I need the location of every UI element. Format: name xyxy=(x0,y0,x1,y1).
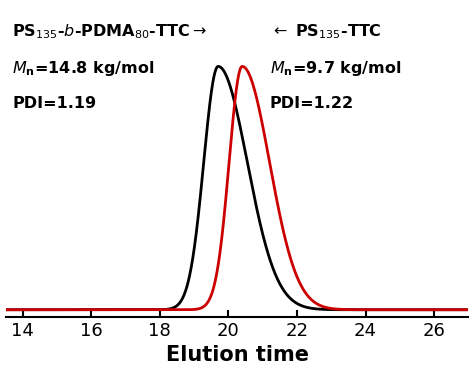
Text: $\mathit{M}$$_\mathregular{n}$=9.7 kg/mol: $\mathit{M}$$_\mathregular{n}$=9.7 kg/mo… xyxy=(270,59,401,78)
Text: PDI=1.22: PDI=1.22 xyxy=(270,96,354,111)
Text: $\leftarrow$ PS$_{135}$-TTC: $\leftarrow$ PS$_{135}$-TTC xyxy=(270,23,381,41)
X-axis label: Elution time: Elution time xyxy=(165,345,309,365)
Text: PS$_{135}$-$\mathbf{\mathit{b}}$-PDMA$_{80}$-TTC$\rightarrow$: PS$_{135}$-$\mathbf{\mathit{b}}$-PDMA$_{… xyxy=(12,23,207,41)
Text: PDI=1.19: PDI=1.19 xyxy=(12,96,97,111)
Text: $\mathit{M}$$_\mathregular{n}$=14.8 kg/mol: $\mathit{M}$$_\mathregular{n}$=14.8 kg/m… xyxy=(12,59,155,78)
